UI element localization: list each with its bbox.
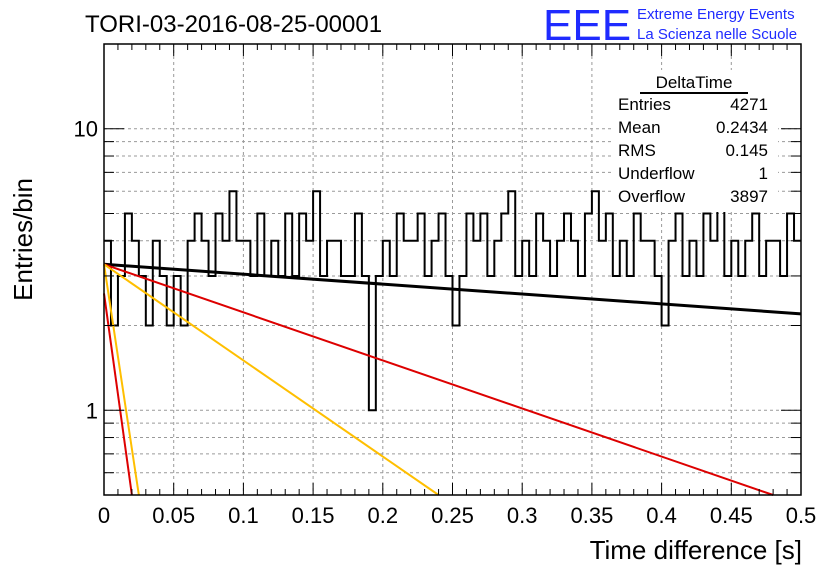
fit-line-4 — [103, 293, 133, 496]
stats-value-overflow: 3897 — [730, 187, 768, 206]
y-tick-label: 10 — [74, 117, 98, 142]
stats-value-underflow: 1 — [759, 164, 768, 183]
x-tick-label: 0 — [98, 503, 110, 528]
y-tick-labels: 1 10 — [74, 117, 98, 424]
x-axis-label: Time difference [s] — [590, 535, 802, 565]
y-axis-label: Entries/bin — [8, 178, 38, 301]
eee-logo-line1: Extreme Energy Events — [637, 6, 795, 23]
stats-box: DeltaTime Entries 4271 Mean 0.2434 RMS 0… — [612, 70, 778, 212]
x-tick-label: 0.25 — [431, 503, 474, 528]
histogram-steps — [104, 190, 801, 412]
x-tick-label: 0.2 — [368, 503, 399, 528]
stats-label-overflow: Overflow — [618, 187, 686, 206]
fit-line-2 — [103, 263, 440, 496]
axis-ticks — [103, 43, 802, 496]
stats-value-entries: 4271 — [730, 95, 768, 114]
y-tick-label: 1 — [86, 398, 98, 423]
stats-label-underflow: Underflow — [618, 164, 695, 183]
x-tick-label: 0.5 — [786, 503, 817, 528]
eee-logo-line2: La Scienza nelle Scuole — [637, 26, 797, 43]
fit-line-3 — [103, 264, 140, 496]
stats-label-mean: Mean — [618, 118, 661, 137]
stats-label-rms: RMS — [618, 141, 656, 160]
x-tick-label: 0.05 — [152, 503, 195, 528]
x-tick-labels: 0 0.05 0.1 0.15 0.2 0.25 0.3 0.35 0.4 0.45 0.5 — [98, 503, 816, 528]
chart-title: TORI-03-2016-08-25-00001 — [85, 11, 382, 38]
stats-label-entries: Entries — [618, 95, 671, 114]
x-tick-label: 0.15 — [292, 503, 335, 528]
x-tick-label: 0.45 — [710, 503, 753, 528]
eee-logo-mark: EEE — [543, 1, 631, 50]
fit-lines — [103, 262, 802, 496]
x-tick-label: 0.4 — [646, 503, 677, 528]
fit-line-0 — [103, 262, 802, 316]
eee-logo: EEE Extreme Energy Events La Scienza nel… — [543, 1, 797, 50]
x-tick-label: 0.3 — [507, 503, 538, 528]
stats-value-rms: 0.145 — [725, 141, 768, 160]
fit-line-1 — [103, 263, 774, 496]
x-tick-label: 0.1 — [228, 503, 259, 528]
histogram — [104, 190, 801, 412]
x-tick-label: 0.35 — [570, 503, 613, 528]
stats-value-mean: 0.2434 — [716, 118, 768, 137]
stats-box-title: DeltaTime — [656, 73, 733, 92]
